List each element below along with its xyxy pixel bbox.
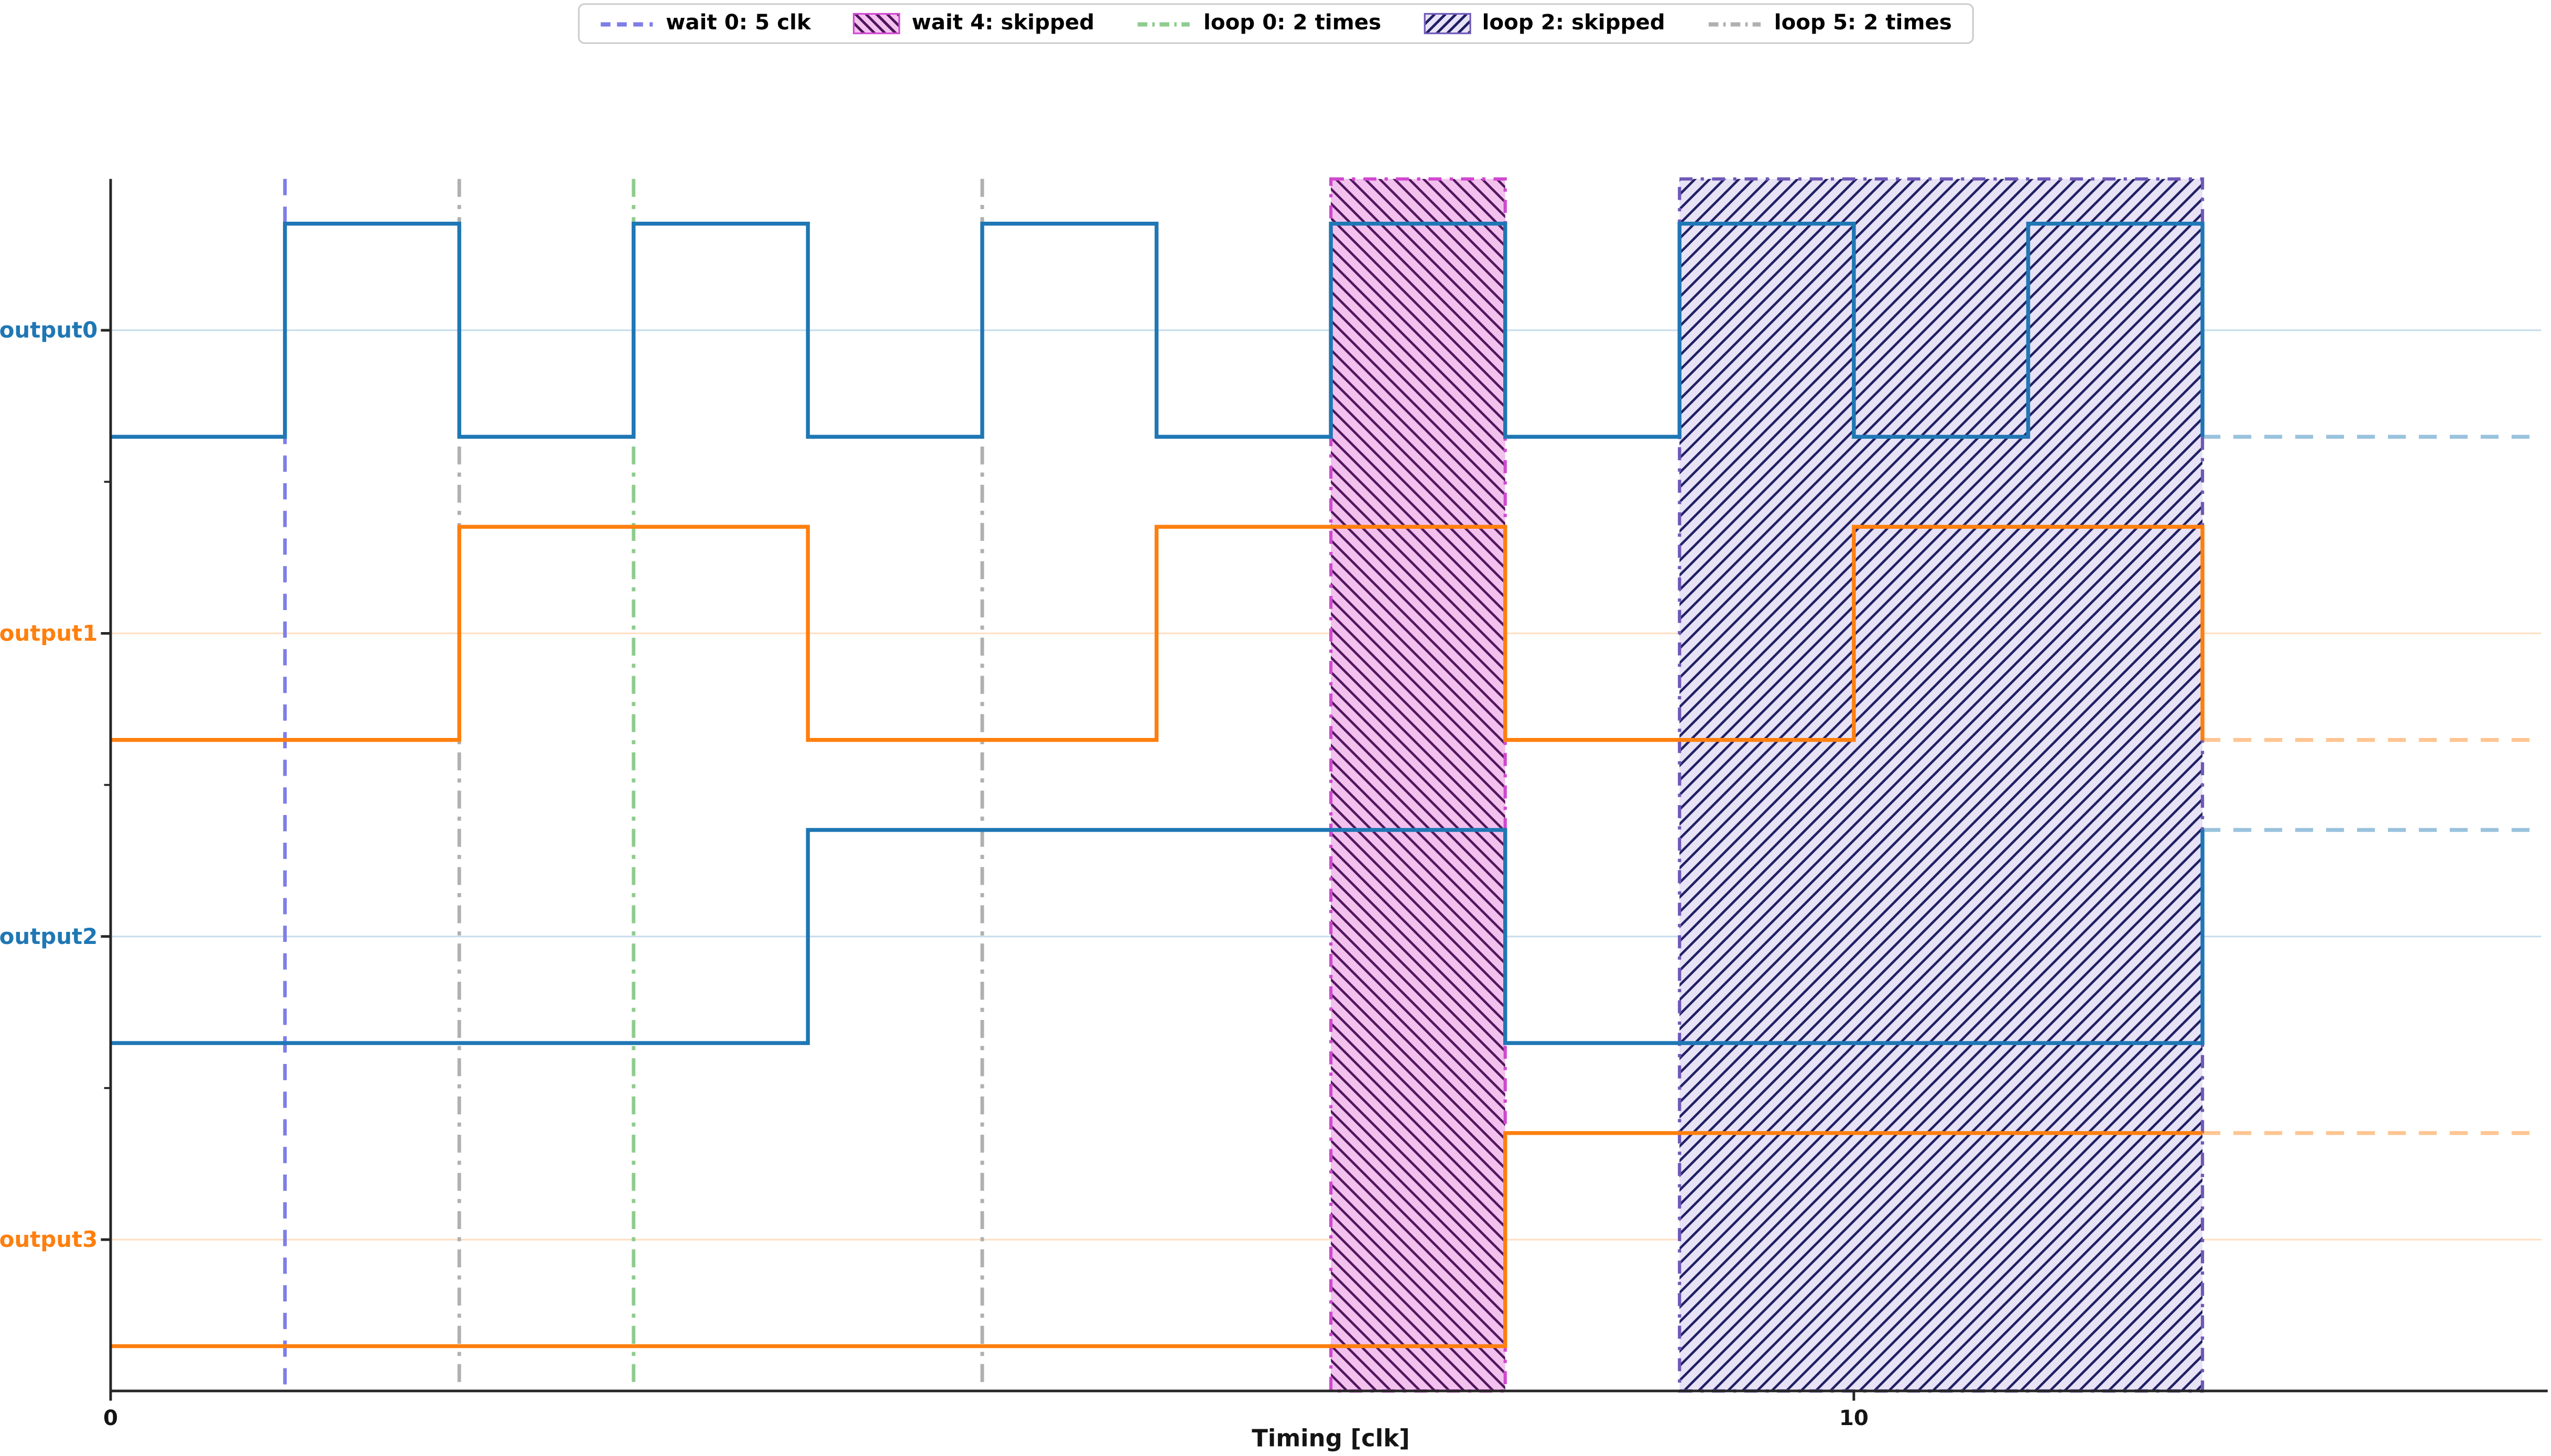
- legend-label: loop 2: skipped: [1482, 11, 1665, 36]
- legend-item-loop-2-skipped: loop 2: skipped: [1423, 11, 1665, 36]
- x-tick-label-10: 10: [1839, 1406, 1869, 1430]
- x-tick-label-0: 0: [103, 1406, 118, 1430]
- legend: wait 0: 5 clk wait 4: skipped loop 0: 2 ti…: [578, 3, 1973, 44]
- legend-item-loop-5-2-times: loop 5: 2 times: [1707, 11, 1952, 36]
- legend-item-wait-0-5-clk: wait 0: 5 clk: [599, 12, 811, 36]
- legend-patch-sample: [853, 13, 900, 35]
- legend-label: wait 0: 5 clk: [666, 11, 811, 36]
- signal-label-output3: output3: [0, 1226, 97, 1252]
- legend-line-sample: [1138, 21, 1191, 26]
- waveform-output0: [111, 222, 2205, 439]
- legend-label: wait 4: skipped: [911, 11, 1095, 36]
- legend-item-loop-0-2-times: loop 0: 2 times: [1137, 12, 1381, 36]
- waveform-output1: [111, 525, 2205, 742]
- legend-line-sample: [601, 21, 653, 26]
- legend-item-wait-4-skipped: wait 4: skipped: [853, 12, 1094, 36]
- legend-line-sample: [1709, 21, 1761, 26]
- waveform-output2: [111, 828, 2205, 1045]
- x-axis-label: Timing [clk]: [1252, 1424, 1410, 1452]
- signal-label-output1: output1: [0, 620, 97, 646]
- legend-patch-sample: [1423, 13, 1471, 35]
- region-hatch-wait-4-skipped: [1331, 179, 1505, 1391]
- legend-label: loop 5: 2 times: [1774, 11, 1952, 36]
- signal-label-output2: output2: [0, 923, 97, 949]
- waveform-output3: [111, 1131, 2203, 1349]
- signal-label-output0: output0: [0, 317, 97, 343]
- legend-label: loop 0: 2 times: [1203, 11, 1382, 36]
- region-hatch-loop-2-skipped: [1679, 179, 2203, 1391]
